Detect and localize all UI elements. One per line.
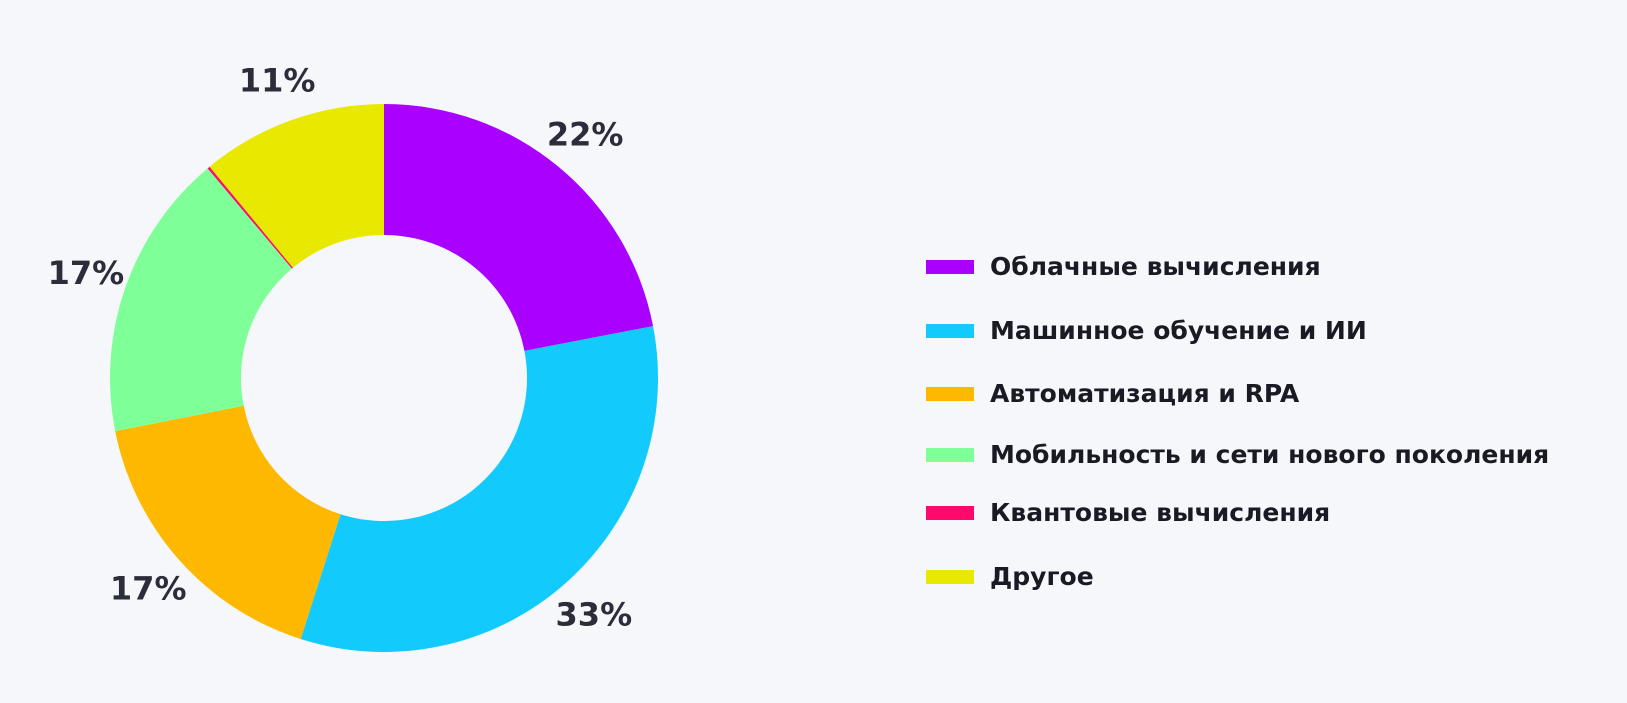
legend-item-mobility: Мобильность и сети нового поколения <box>926 440 1549 469</box>
legend-item-other: Другое <box>926 562 1094 591</box>
legend-item-cloud: Облачные вычисления <box>926 252 1321 281</box>
legend-swatch-quantum <box>926 505 974 520</box>
legend-swatch-ml-ai <box>926 323 974 338</box>
percent-label-other: 11% <box>239 62 316 100</box>
legend-label-mobility: Мобильность и сети нового поколения <box>990 440 1550 469</box>
legend-label-automation: Автоматизация и RPA <box>990 379 1300 408</box>
legend-label-ml-ai: Машинное обучение и ИИ <box>990 316 1367 345</box>
legend-item-quantum: Квантовые вычисления <box>926 498 1330 527</box>
percent-label-cloud: 22% <box>547 115 624 153</box>
legend-swatch-automation <box>926 386 974 401</box>
donut-slice-cloud <box>384 104 654 351</box>
donut-slice-other <box>209 104 384 268</box>
legend-item-automation: Автоматизация и RPA <box>926 379 1299 408</box>
percent-label-automation: 17% <box>110 569 187 607</box>
legend-item-ml-ai: Машинное обучение и ИИ <box>926 316 1367 345</box>
legend-swatch-mobility <box>926 447 974 462</box>
donut-slice-ml-ai <box>300 326 658 653</box>
legend-swatch-cloud <box>926 259 974 274</box>
legend-label-other: Другое <box>990 562 1094 591</box>
percent-label-ml-ai: 33% <box>556 595 633 633</box>
donut-slice-automation <box>115 405 341 640</box>
legend-swatch-other <box>926 569 974 584</box>
legend-label-quantum: Квантовые вычисления <box>990 498 1331 527</box>
percent-label-mobility: 17% <box>48 254 125 292</box>
donut-slices <box>110 104 658 653</box>
legend-label-cloud: Облачные вычисления <box>990 252 1321 281</box>
donut-slice-quantum <box>207 166 293 269</box>
donut-slice-mobility <box>110 168 292 432</box>
donut-percent-labels: 22% 33% 17% 17% 11% <box>48 62 633 634</box>
